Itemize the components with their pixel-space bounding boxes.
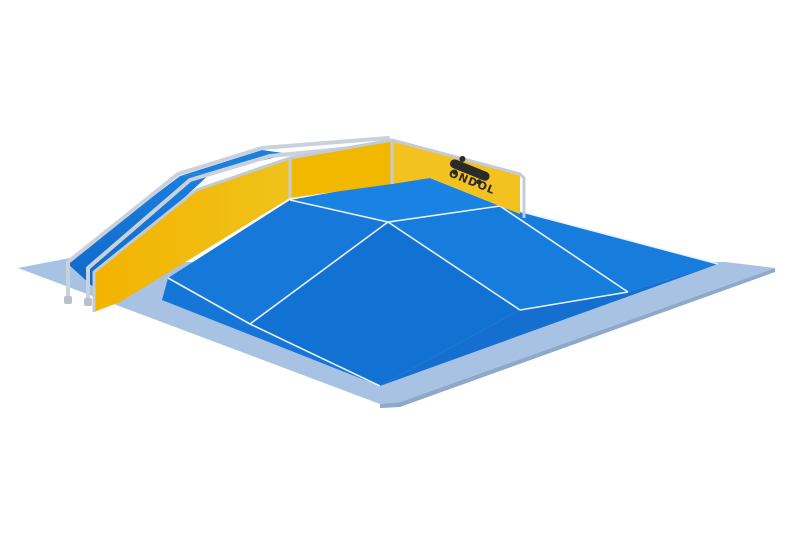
yellow-side-panel-slope <box>94 158 290 312</box>
left-ramp-rail-caps <box>64 296 92 306</box>
ramp-face-right-skirt <box>380 264 718 386</box>
ramp-face-right <box>388 206 718 310</box>
skateboard-logo-icon <box>449 155 490 185</box>
ramp-face-front-left <box>168 200 388 324</box>
ramp-lines <box>167 199 719 387</box>
yellow-back-panel-right <box>392 140 520 214</box>
left-ramp-rails <box>66 136 394 304</box>
ramp-face-near-flat <box>162 278 380 386</box>
ramp-face-front-center <box>250 222 520 386</box>
panel-coping <box>92 138 526 312</box>
